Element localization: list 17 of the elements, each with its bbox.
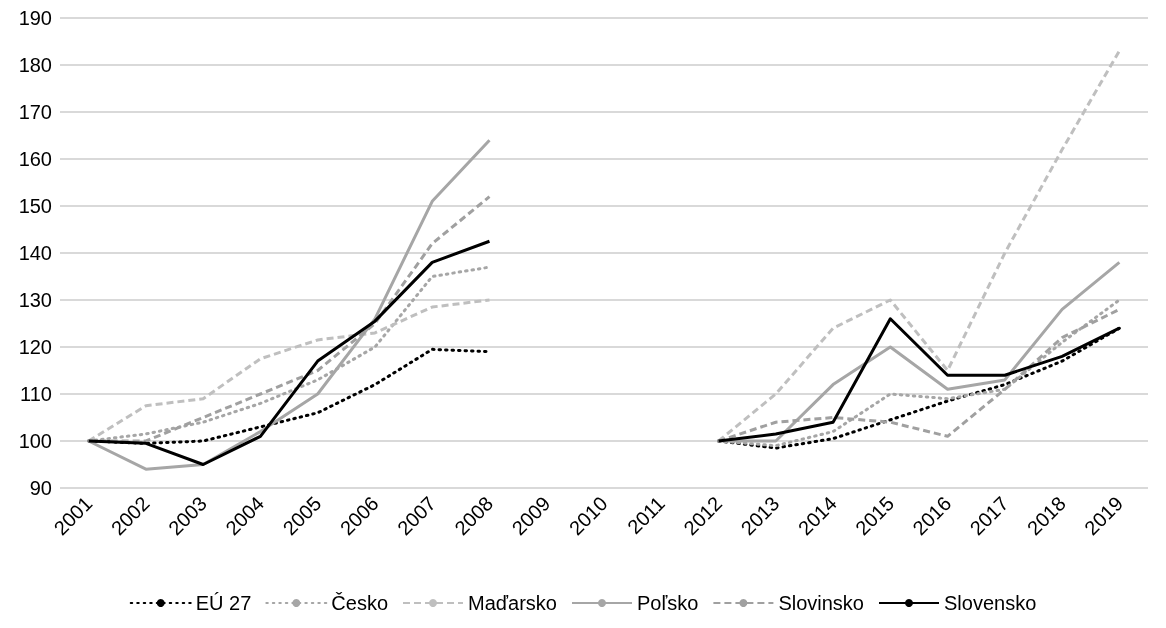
y-tick-label: 120 xyxy=(18,336,52,358)
legend-label: Česko xyxy=(331,592,389,614)
legend-label: EÚ 27 xyxy=(195,592,252,614)
legend-label: Poľsko xyxy=(636,592,699,614)
y-tick-label: 190 xyxy=(18,7,52,29)
y-tick-label: 90 xyxy=(29,477,52,499)
y-tick-label: 140 xyxy=(18,242,52,264)
y-tick-label: 150 xyxy=(18,195,52,217)
y-tick-label: 100 xyxy=(18,430,52,452)
y-tick-label: 170 xyxy=(18,101,52,123)
y-tick-label: 180 xyxy=(18,54,52,76)
legend-label: Slovinsko xyxy=(778,592,865,614)
y-tick-label: 160 xyxy=(18,148,52,170)
legend-label: Maďarsko xyxy=(468,592,557,614)
y-tick-label: 130 xyxy=(18,289,52,311)
legend-label: Slovensko xyxy=(944,592,1037,614)
y-tick-label: 110 xyxy=(20,383,52,405)
